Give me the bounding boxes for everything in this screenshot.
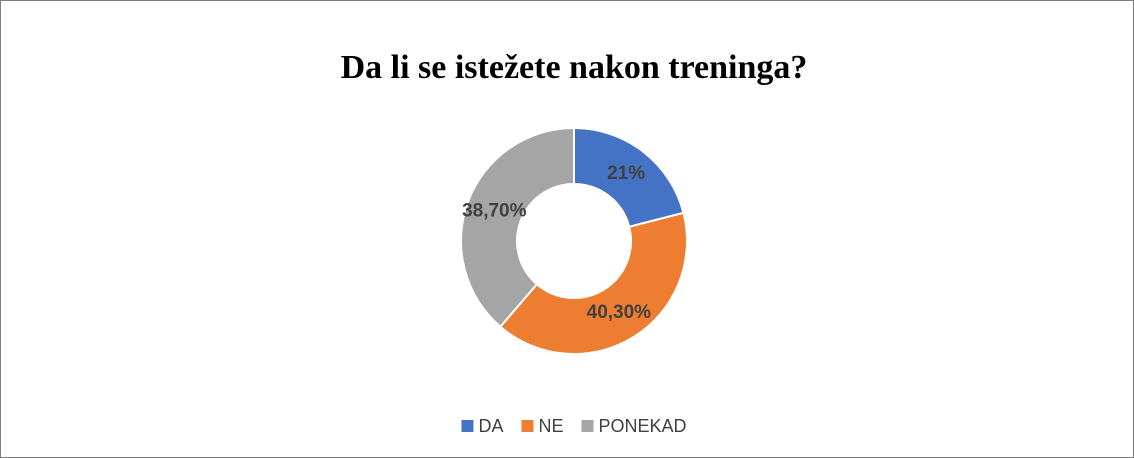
data-labels: 21% 40,30% 38,70% (462, 163, 651, 323)
data-label: 40,30% (587, 302, 652, 323)
legend-label: PONEKAD (599, 416, 687, 436)
legend-swatch (521, 420, 534, 432)
donut (460, 126, 688, 355)
donut-slice (498, 211, 688, 355)
legend-swatch (581, 420, 594, 432)
data-label: 21% (607, 163, 645, 184)
legend-swatch (461, 420, 474, 432)
legend: DA NE PONEKAD (461, 416, 687, 436)
donut-slice (573, 126, 685, 229)
chart-title: Da li se istežete nakon treninga? (341, 49, 808, 86)
data-label: 38,70% (462, 200, 527, 221)
legend-label: NE (538, 416, 563, 436)
donut-slice (460, 126, 575, 329)
legend-label: DA (478, 416, 503, 436)
